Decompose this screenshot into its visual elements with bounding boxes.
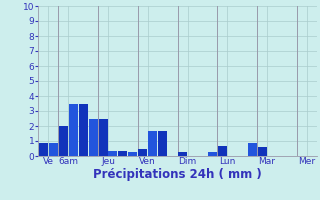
X-axis label: Précipitations 24h ( mm ): Précipitations 24h ( mm ) xyxy=(93,168,262,181)
Bar xyxy=(49,143,58,156)
Bar xyxy=(39,142,48,156)
Bar xyxy=(148,130,157,156)
Bar xyxy=(118,151,127,156)
Bar xyxy=(138,148,147,156)
Bar xyxy=(59,126,68,156)
Bar xyxy=(108,151,117,156)
Bar xyxy=(128,152,137,156)
Bar xyxy=(218,146,227,156)
Bar xyxy=(79,104,88,156)
Bar xyxy=(69,104,78,156)
Bar xyxy=(258,147,267,156)
Bar xyxy=(99,118,108,156)
Bar xyxy=(158,130,167,156)
Bar xyxy=(248,142,257,156)
Bar xyxy=(178,152,187,156)
Bar xyxy=(89,118,98,156)
Bar xyxy=(208,152,217,156)
